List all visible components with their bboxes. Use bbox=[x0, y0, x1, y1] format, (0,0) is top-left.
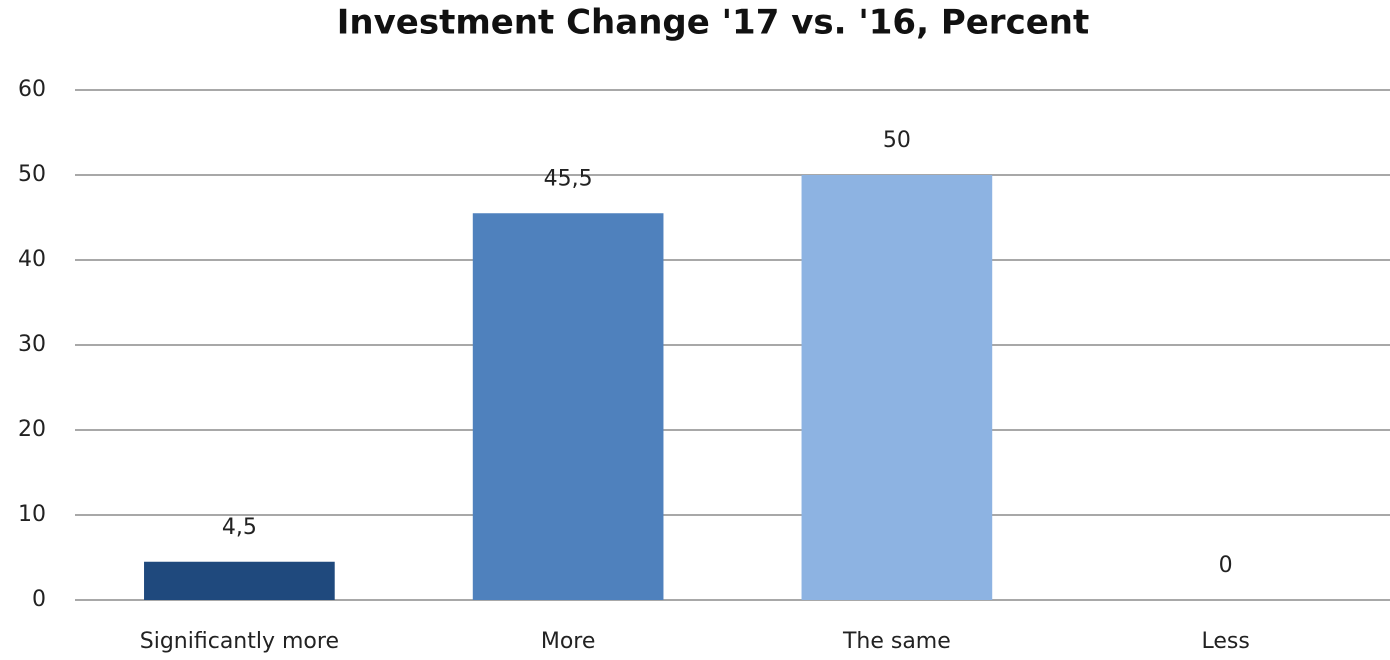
bar bbox=[144, 561, 335, 600]
y-tick-label: 30 bbox=[18, 332, 46, 357]
bar bbox=[472, 213, 664, 600]
value-label: 0 bbox=[1219, 553, 1233, 578]
y-tick-label: 50 bbox=[18, 162, 46, 187]
y-tick-label: 60 bbox=[18, 77, 46, 102]
x-tick-label: Less bbox=[1201, 629, 1249, 654]
y-tick-label: 40 bbox=[18, 247, 46, 272]
x-tick-label: Significantly more bbox=[140, 629, 339, 654]
y-tick-label: 0 bbox=[32, 587, 46, 612]
chart-title: Investment Change '17 vs. '16, Percent bbox=[337, 3, 1090, 43]
value-label: 45,5 bbox=[544, 166, 593, 191]
x-tick-label: The same bbox=[842, 629, 951, 654]
x-tick-label: More bbox=[541, 629, 596, 654]
value-label: 50 bbox=[883, 128, 911, 153]
value-label: 4,5 bbox=[222, 515, 257, 540]
y-tick-label: 20 bbox=[18, 417, 46, 442]
bar bbox=[801, 175, 993, 600]
y-tick-label: 10 bbox=[18, 502, 46, 527]
